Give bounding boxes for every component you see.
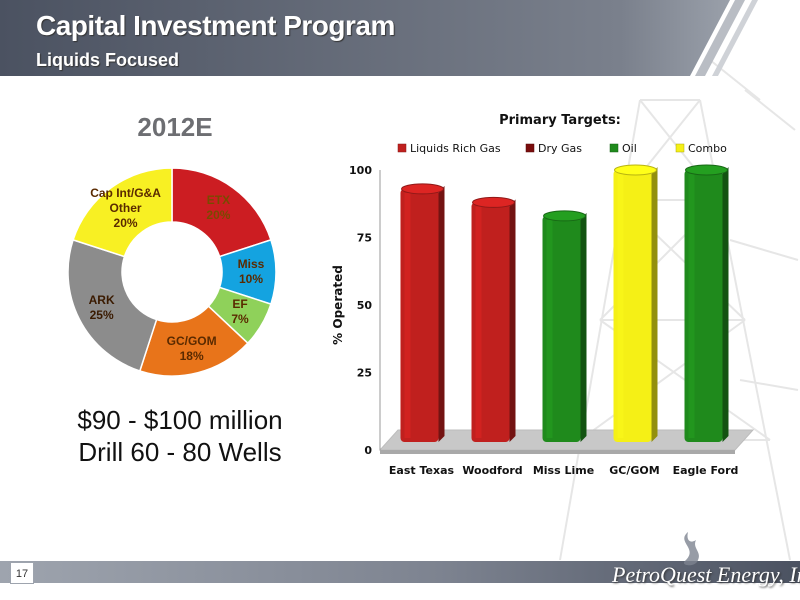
bar-side — [438, 185, 445, 442]
legend-item: Liquids Rich Gas — [397, 142, 501, 155]
legend-swatch — [675, 143, 685, 153]
bar-front — [471, 202, 510, 442]
footer-bar — [0, 561, 800, 583]
legend-label: Oil — [622, 142, 637, 155]
x-tick-label: Miss Lime — [533, 464, 594, 477]
pie-slice-0 — [171, 167, 272, 258]
pie-slice-label: ETX 20% — [206, 193, 231, 223]
bar-front — [542, 215, 581, 442]
pie-slice-label: Cap Int/G&A Other 20% — [90, 185, 161, 230]
x-tick-label: Eagle Ford — [673, 464, 739, 477]
bar-top — [685, 164, 728, 176]
legend-label: Combo — [688, 142, 727, 155]
bar-front — [400, 188, 439, 442]
bar — [471, 196, 516, 442]
legend-swatch — [397, 143, 407, 153]
legend-item: Oil — [609, 142, 637, 155]
bar-highlight — [404, 192, 411, 438]
bar-side — [509, 199, 516, 442]
bar — [684, 164, 729, 442]
bar-front — [684, 170, 723, 442]
bar — [400, 183, 445, 442]
legend-swatch — [525, 143, 535, 153]
page-subtitle: Liquids Focused — [36, 50, 180, 70]
pie-chart-title: 2012E — [137, 112, 213, 142]
legend-swatch — [609, 143, 619, 153]
bar-top — [543, 210, 586, 222]
bar — [542, 210, 587, 442]
bar-highlight — [688, 174, 695, 438]
y-tick-label: 75 — [357, 232, 372, 245]
y-axis-title: % Operated — [331, 265, 345, 345]
y-tick-label: 25 — [357, 367, 372, 380]
bar — [613, 164, 658, 442]
bar-side — [722, 167, 729, 442]
x-tick-label: Woodford — [462, 464, 522, 477]
bar-top — [472, 196, 515, 208]
page-number: 17 — [10, 562, 34, 584]
budget-range-text: $90 - $100 million — [77, 405, 283, 435]
x-tick-label: GC/GOM — [609, 464, 659, 477]
capital-allocation-doughnut-chart — [67, 167, 277, 377]
company-logo-text: PetroQuest Energy, Inc. — [612, 562, 800, 587]
pie-slice-5 — [72, 167, 173, 258]
pie-slice-label: EF 7% — [231, 297, 249, 327]
header-band — [0, 0, 758, 76]
primary-targets-bar-chart: Primary Targets: Liquids Rich Gas Dry Gas O… — [331, 113, 755, 477]
wells-count-text: Drill 60 - 80 Wells — [78, 437, 282, 467]
y-tick-label: 50 — [357, 299, 373, 312]
bar-highlight — [475, 206, 482, 438]
pie-slice-label: GC/GOM 18% — [166, 333, 217, 363]
bar-side — [651, 167, 658, 442]
flame-logo-icon — [683, 532, 699, 566]
y-tick-label: 0 — [364, 444, 372, 457]
pie-slice-label: ARK 25% — [88, 292, 115, 322]
chart-floor-edge — [380, 450, 735, 454]
legend-label: Liquids Rich Gas — [410, 142, 501, 155]
bar-highlight — [617, 174, 624, 438]
page-title: Capital Investment Program — [36, 10, 395, 41]
y-tick-label: 100 — [349, 164, 372, 177]
x-tick-label: East Texas — [389, 464, 455, 477]
bar-top — [401, 183, 444, 195]
legend-label: Dry Gas — [538, 142, 582, 155]
pie-slice-4 — [67, 238, 158, 372]
legend-item: Combo — [675, 142, 727, 155]
bar-top — [614, 164, 657, 176]
bar-side — [580, 212, 587, 442]
bar-chart-title: Primary Targets: — [499, 113, 621, 128]
bar-front — [613, 170, 652, 442]
bar-highlight — [546, 219, 553, 438]
pie-slice-label: Miss 10% — [237, 257, 265, 286]
legend-item: Dry Gas — [525, 142, 582, 155]
